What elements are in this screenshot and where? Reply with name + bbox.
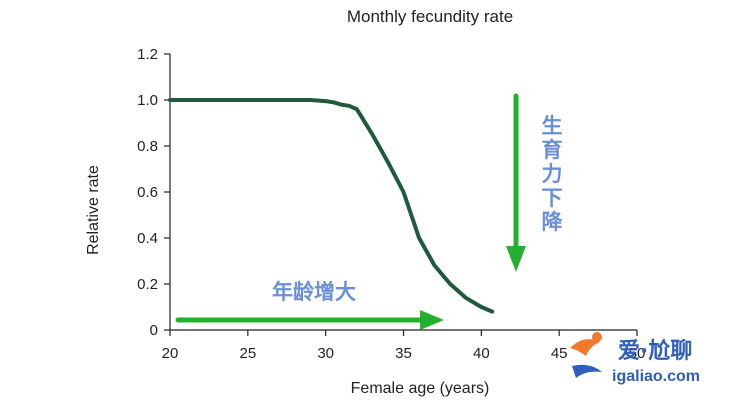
annotation-decline-char: 力 [542, 162, 563, 186]
watermark-sub: igaliao.com [612, 368, 700, 385]
y-tick-label: 0.6 [137, 184, 158, 201]
watermark-text: 爱·尬聊 [618, 338, 692, 364]
x-tick-label: 30 [317, 345, 334, 362]
x-tick-label: 45 [551, 345, 568, 362]
annotation-age-text: 年龄增大 [272, 280, 356, 304]
x-tick-label: 40 [473, 345, 490, 362]
y-tick-label: 0 [150, 322, 158, 339]
y-tick-label: 0.8 [137, 138, 158, 155]
x-axis-label: Female age (years) [351, 380, 490, 397]
y-tick-label: 0.4 [137, 230, 158, 247]
x-tick-label: 20 [162, 345, 179, 362]
annotation-age-increase: 年龄增大 [175, 280, 444, 330]
watermark: 爱·尬聊 igaliao.com [570, 332, 700, 385]
watermark-logo-icon [570, 332, 602, 378]
arrow-down-icon [506, 246, 526, 272]
y-axis-label: Relative rate [85, 165, 102, 255]
y-tick-label: 0.2 [137, 276, 158, 293]
y-ticks: 0 0.2 0.4 0.6 0.8 1.0 1.2 [137, 46, 170, 339]
y-tick-label: 1.0 [137, 92, 158, 109]
annotation-decline-char: 育 [542, 138, 563, 162]
y-tick-label: 1.2 [137, 46, 158, 63]
annotation-decline-char: 生 [542, 114, 563, 138]
series-layer [168, 98, 495, 314]
x-ticks: 20 25 30 35 40 45 50 [162, 330, 646, 362]
series-line [168, 98, 495, 314]
x-tick-label: 50 [629, 345, 646, 362]
annotation-decline-char: 降 [542, 210, 564, 234]
x-tick-label: 25 [239, 345, 256, 362]
arrow-right-icon [420, 310, 444, 330]
annotation-decline-char: 下 [542, 186, 563, 210]
chart-title: Monthly fecundity rate [347, 7, 513, 26]
x-tick-label: 35 [395, 345, 412, 362]
